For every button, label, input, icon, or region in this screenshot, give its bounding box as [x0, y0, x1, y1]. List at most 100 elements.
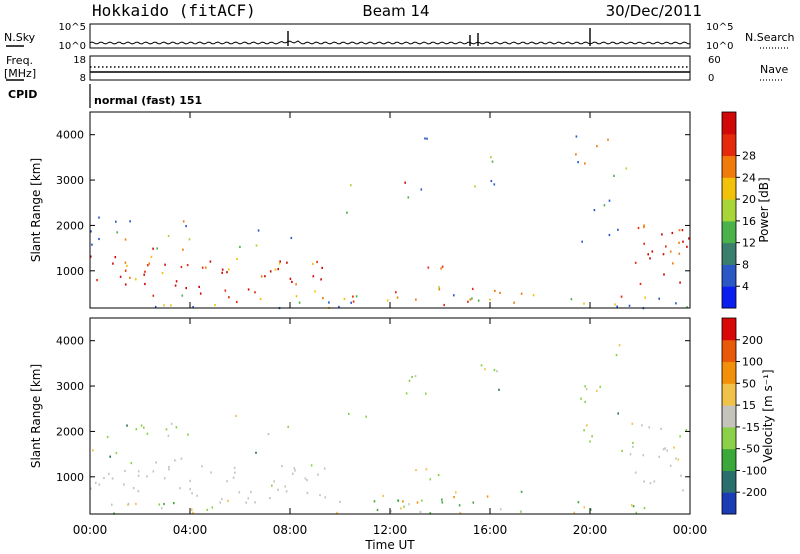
echo-cell — [209, 260, 212, 263]
echo-cell — [414, 375, 417, 378]
colorbar-tick-label: 24 — [742, 171, 756, 184]
echo-cell — [168, 468, 170, 471]
echo-cell — [111, 503, 113, 506]
echo-cell — [292, 472, 294, 475]
echo-cell — [152, 247, 154, 250]
colorbar-segment — [722, 264, 736, 287]
echo-cell — [580, 397, 582, 400]
x-tick-label: 12:00 — [373, 523, 408, 537]
colorbar-segment — [722, 405, 736, 428]
nsearch-tick-bottom: 10^0 — [706, 41, 733, 52]
echo-cell — [339, 500, 341, 503]
echo-cell — [615, 354, 618, 357]
echo-cell — [591, 435, 593, 438]
echo-cell — [227, 499, 229, 502]
echo-cell — [437, 474, 440, 477]
echo-cell — [678, 252, 681, 255]
echo-cell — [192, 306, 194, 309]
velocity-y-axis: 1000 2000 3000 4000 — [56, 335, 690, 484]
echo-cell — [416, 501, 419, 504]
echo-cell — [115, 452, 118, 455]
echo-cell — [316, 260, 318, 264]
echo-cell — [320, 278, 322, 281]
echo-cell — [573, 511, 576, 514]
y-tick-label: 3000 — [56, 380, 84, 393]
echo-cell — [198, 285, 200, 288]
echo-cell — [182, 220, 185, 223]
echo-cell — [214, 303, 216, 307]
echo-cell — [396, 296, 399, 299]
echo-cell — [685, 429, 688, 432]
colorbar-segment — [722, 220, 736, 244]
echo-cell — [312, 275, 315, 278]
velocity-y-label: Slant Range [km] — [29, 364, 43, 468]
echo-cell — [350, 184, 352, 187]
echo-cell — [294, 469, 296, 472]
echo-cell — [336, 511, 338, 514]
echo-cell — [471, 287, 474, 290]
echo-cell — [682, 240, 684, 243]
echo-cell — [400, 507, 402, 510]
echo-cell — [219, 501, 221, 504]
echo-cell — [124, 261, 127, 264]
echo-cell — [254, 291, 256, 294]
colorbar-tick-label: 4 — [742, 280, 749, 293]
colorbar-segment — [722, 133, 736, 157]
echo-cell — [678, 229, 681, 232]
echo-cell — [188, 238, 191, 241]
echo-cell — [124, 238, 127, 241]
velocity-colorbar: 200 100 50 15 -15 -50 -100 -200 — [721, 317, 767, 515]
y-tick-label: 2000 — [56, 219, 84, 232]
echo-cell — [196, 494, 198, 497]
echo-cell — [260, 275, 263, 278]
echo-cell — [137, 490, 140, 493]
echo-cell — [386, 299, 389, 302]
title-beam: Beam 14 — [362, 2, 429, 20]
echo-cell — [459, 512, 462, 515]
echo-cell — [174, 459, 176, 462]
velocity-plot-bg — [90, 318, 690, 514]
time-x-axis: 00:00 04:00 08:00 12:00 16:00 20:00 00:00 — [73, 112, 707, 537]
echo-cell — [376, 508, 379, 512]
echo-cell — [405, 392, 408, 395]
echo-cell — [226, 480, 228, 483]
echo-cell — [90, 255, 92, 258]
echo-cell — [458, 504, 461, 507]
echo-cell — [348, 412, 350, 415]
freq-tick-bottom: 8 — [80, 73, 86, 84]
echo-cell — [168, 465, 170, 469]
echo-cell — [639, 282, 642, 285]
echo-cell — [477, 299, 480, 302]
echo-cell — [648, 426, 650, 429]
echo-cell — [532, 294, 535, 297]
echo-cell — [182, 248, 184, 251]
echo-cell — [427, 266, 430, 269]
echo-cell — [236, 300, 238, 304]
echo-cell — [441, 498, 443, 501]
echo-cell — [291, 280, 293, 283]
echo-cell — [170, 304, 172, 307]
echo-cell — [520, 510, 522, 513]
nsearch-label: N.Search — [745, 31, 795, 44]
echo-cell — [631, 422, 634, 425]
echo-cell — [191, 492, 193, 495]
echo-cell — [130, 462, 133, 465]
echo-cell — [228, 296, 230, 299]
echo-cell — [496, 370, 498, 373]
echo-cell — [170, 422, 173, 425]
echo-cell — [663, 273, 665, 276]
echo-cell — [575, 135, 578, 138]
echo-cell — [317, 473, 319, 476]
echo-cell — [455, 491, 457, 494]
echo-cell — [235, 414, 237, 417]
echo-cell — [643, 507, 646, 510]
nsky-tick-bottom: 10^0 — [59, 41, 86, 52]
freq-label-1: Freq. — [6, 54, 33, 67]
echo-cell — [429, 478, 432, 481]
echo-cell — [660, 427, 662, 430]
echo-cell — [146, 432, 149, 435]
echo-cell — [641, 424, 643, 427]
echo-cell — [584, 400, 586, 404]
echo-cell — [637, 226, 640, 230]
echo-cell — [143, 426, 145, 429]
